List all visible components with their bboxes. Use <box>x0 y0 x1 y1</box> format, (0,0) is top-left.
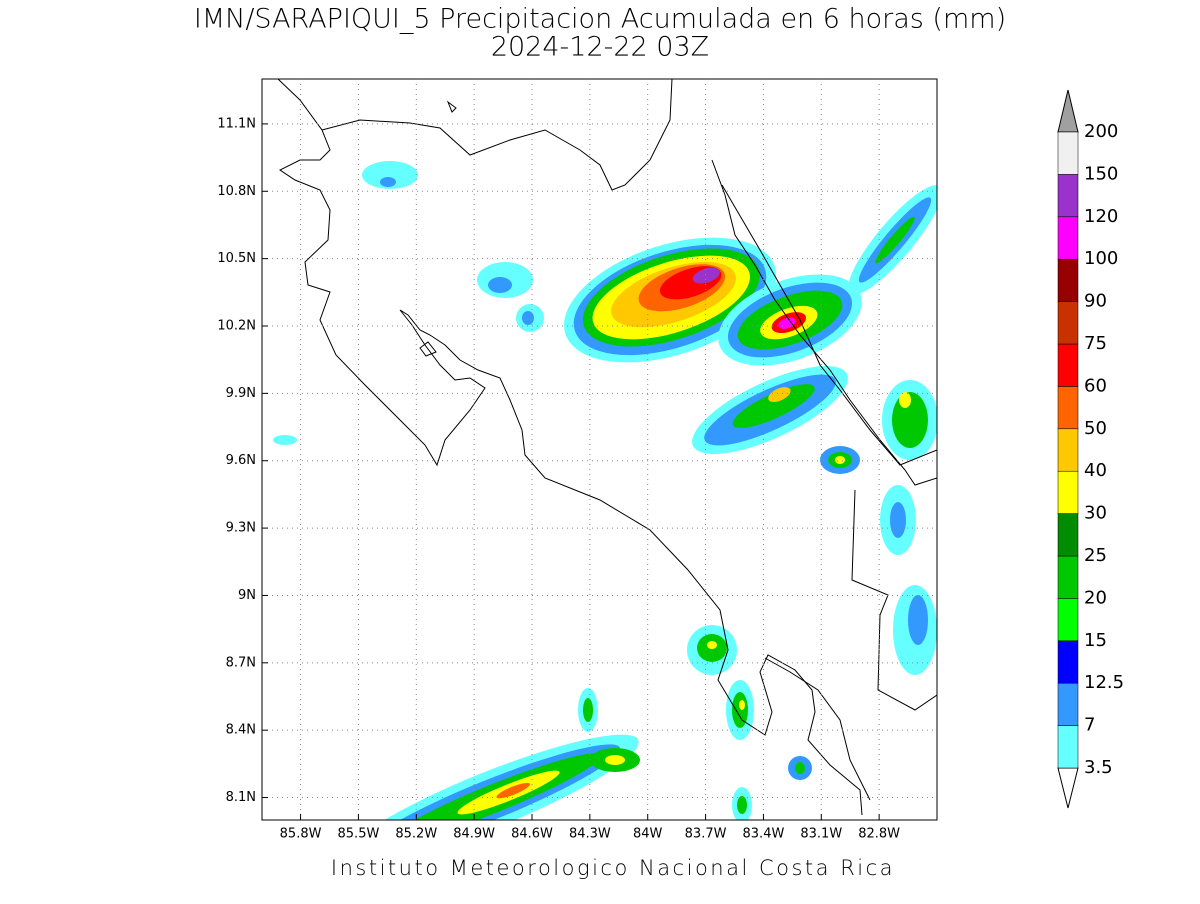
colorbar-label: 60 <box>1084 375 1107 396</box>
y-tick-label: 8.7N <box>226 655 256 670</box>
colorbar-segment <box>1057 258 1079 302</box>
colorbar-segment <box>1057 555 1079 599</box>
colorbar-label: 15 <box>1084 630 1107 651</box>
x-tick-label: 84W <box>633 827 663 842</box>
colorbar-label: 100 <box>1084 248 1118 269</box>
colorbar-label: 120 <box>1084 206 1118 227</box>
colorbar-segment <box>1057 386 1079 430</box>
footer: Instituto Meteorologico Nacional Costa R… <box>331 856 895 880</box>
colorbar-segment <box>1057 174 1079 218</box>
colorbar-label: 30 <box>1084 503 1107 524</box>
y-tick-label: 8.4N <box>226 723 256 738</box>
y-tick-label: 11.1N <box>217 116 256 131</box>
colorbar-segment <box>1057 725 1079 769</box>
y-tick-label: 9.3N <box>226 521 256 536</box>
map <box>261 78 938 821</box>
y-tick-label: 10.5N <box>217 251 256 266</box>
colorbar-over <box>1057 89 1079 133</box>
colorbar-label: 20 <box>1084 587 1107 608</box>
colorbar-label: 200 <box>1084 121 1118 142</box>
colorbar-label: 3.5 <box>1084 757 1113 778</box>
colorbar-segment <box>1057 301 1079 345</box>
colorbar-segment <box>1057 216 1079 260</box>
x-tick-label: 84.3W <box>569 827 611 842</box>
y-tick-label: 9N <box>238 588 256 603</box>
colorbar-segment <box>1057 513 1079 557</box>
precipitation <box>273 161 937 820</box>
x-tick-label: 83.1W <box>800 827 842 842</box>
x-tick-label: 85.5W <box>338 827 380 842</box>
x-tick-label: 83.4W <box>743 827 785 842</box>
colorbar-label: 90 <box>1084 291 1107 312</box>
x-tick-label: 84.9W <box>453 827 495 842</box>
colorbar-segment <box>1057 598 1079 642</box>
map-frame <box>261 78 938 821</box>
colorbar-label: 150 <box>1084 163 1118 184</box>
colorbar-label: 7 <box>1084 715 1095 736</box>
y-tick-label: 10.8N <box>217 184 256 199</box>
x-tick-label: 82.8W <box>858 827 900 842</box>
colorbar-segment <box>1057 131 1079 175</box>
title: IMN/SARAPIQUI_5 Precipitacion Acumulada … <box>194 4 1006 35</box>
colorbar-segment <box>1057 640 1079 684</box>
x-tick-label: 85.8W <box>280 827 322 842</box>
colorbar-label: 40 <box>1084 460 1107 481</box>
subtitle: 2024-12-22 03Z <box>491 32 709 63</box>
x-tick-label: 84.6W <box>511 827 553 842</box>
colorbar-label: 12.5 <box>1084 672 1124 693</box>
colorbar-segment <box>1057 428 1079 472</box>
colorbar-segment <box>1057 470 1079 514</box>
coastlines <box>277 79 937 816</box>
y-tick-label: 9.9N <box>226 386 256 401</box>
y-tick-label: 9.6N <box>226 453 256 468</box>
colorbar-under <box>1057 767 1079 809</box>
colorbar-label: 75 <box>1084 333 1107 354</box>
x-tick-label: 83.7W <box>685 827 727 842</box>
colorbar-label: 25 <box>1084 545 1107 566</box>
colorbar-segment <box>1057 343 1079 387</box>
colorbar-label: 50 <box>1084 418 1107 439</box>
colorbar-segment <box>1057 682 1079 726</box>
x-tick-label: 85.2W <box>395 827 437 842</box>
y-tick-label: 10.2N <box>217 319 256 334</box>
y-tick-label: 8.1N <box>226 790 256 805</box>
